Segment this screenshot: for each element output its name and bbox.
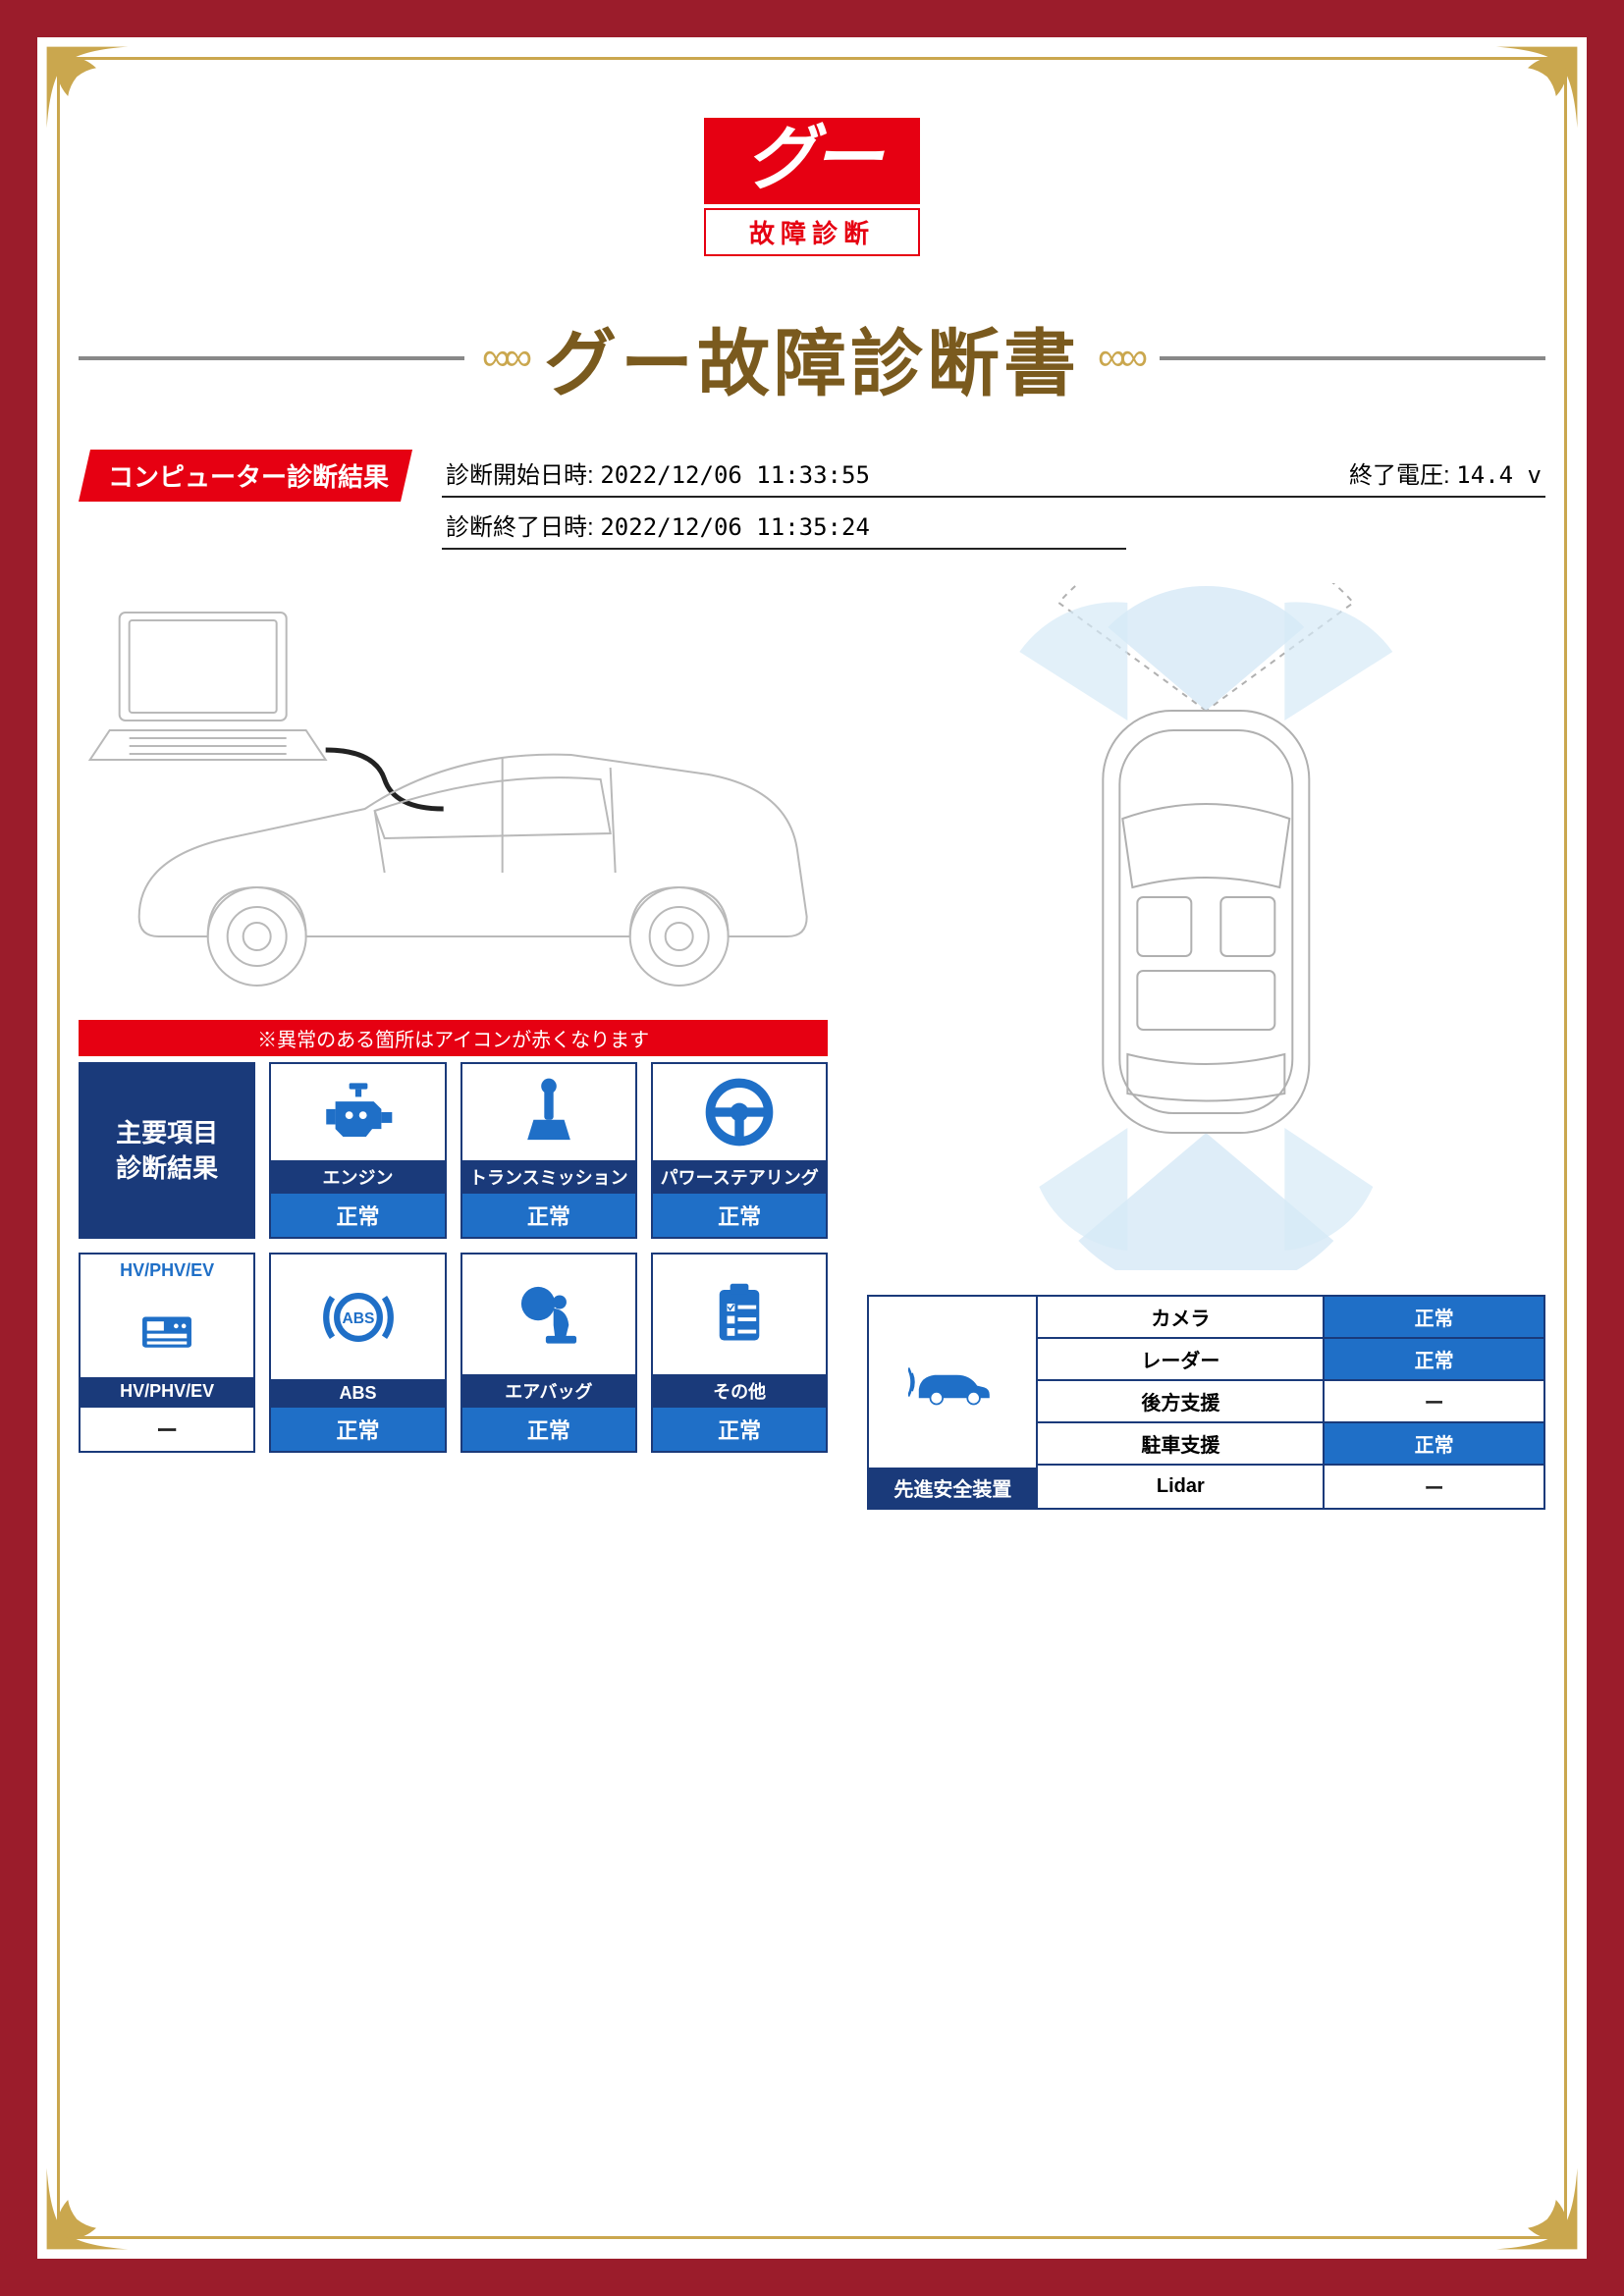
status-label: エンジン xyxy=(271,1160,444,1194)
logo-main: グー xyxy=(704,118,920,204)
status-item-power_steering: パワーステアリング正常 xyxy=(651,1062,828,1239)
abs-icon: ABS xyxy=(271,1255,444,1379)
status-label: パワーステアリング xyxy=(653,1160,826,1194)
safety-header: 先進安全装置 xyxy=(869,1468,1036,1508)
safety-row-value: ー xyxy=(1323,1466,1543,1508)
voltage-value: 14.4 v xyxy=(1456,461,1542,489)
status-note: ※異常のある箇所はアイコンが赤くなります xyxy=(79,1020,828,1056)
safety-row-value: 正常 xyxy=(1323,1339,1543,1381)
status-value: 正常 xyxy=(462,1194,635,1237)
document-title-row: ∞∞ グー故障診断書 ∞∞ xyxy=(79,305,1545,410)
title-ornament-icon: ∞∞ xyxy=(482,336,526,380)
safety-row-label: レーダー xyxy=(1036,1339,1323,1381)
status-section: ※異常のある箇所はアイコンが赤くなります 主要項目診断結果エンジン正常トランスミ… xyxy=(79,1020,828,1453)
svg-text:ABS: ABS xyxy=(342,1310,374,1327)
section-banner: コンピューター診断結果 xyxy=(79,450,412,502)
end-value: 2022/12/06 11:35:24 xyxy=(600,513,870,541)
status-item-transmission: トランスミッション正常 xyxy=(460,1062,637,1239)
car-top-diagram-icon xyxy=(867,583,1545,1270)
other-icon xyxy=(653,1255,826,1374)
status-item-engine: エンジン正常 xyxy=(269,1062,446,1239)
status-label: その他 xyxy=(653,1374,826,1408)
status-item-abs: ABSABS正常 xyxy=(269,1253,446,1453)
status-value: 正常 xyxy=(271,1408,444,1451)
safety-row-label: Lidar xyxy=(1036,1466,1323,1508)
status-top-label: HV/PHV/EV xyxy=(81,1255,253,1281)
start-label: 診断開始日時: xyxy=(446,462,594,489)
status-value: 正常 xyxy=(271,1194,444,1237)
transmission-icon xyxy=(462,1064,635,1160)
safety-row-label: 駐車支援 xyxy=(1036,1423,1323,1466)
status-label: HV/PHV/EV xyxy=(81,1377,253,1406)
status-label: ABS xyxy=(271,1379,444,1408)
status-label: エアバッグ xyxy=(462,1374,635,1408)
diagnostic-header: コンピューター診断結果 診断開始日時: 2022/12/06 11:33:55 … xyxy=(79,450,1545,554)
safety-table: 先進安全装置 カメラ正常レーダー正常後方支援ー駐車支援正常Lidarー xyxy=(867,1295,1545,1510)
safety-row-value: 正常 xyxy=(1323,1297,1543,1339)
title-ornament-icon: ∞∞ xyxy=(1098,336,1142,380)
safety-row-value: 正常 xyxy=(1323,1423,1543,1466)
start-value: 2022/12/06 11:33:55 xyxy=(600,461,870,489)
safety-car-icon xyxy=(869,1297,1036,1468)
document-title: グー故障診断書 xyxy=(544,305,1080,410)
status-value: ー xyxy=(81,1406,253,1451)
title-rule xyxy=(79,356,464,360)
voltage-label: 終了電圧: xyxy=(1349,462,1450,489)
end-label: 診断終了日時: xyxy=(446,514,594,541)
status-item-airbag: エアバッグ正常 xyxy=(460,1253,637,1453)
car-side-diagram-icon xyxy=(79,583,828,995)
hv-icon xyxy=(81,1281,253,1377)
title-rule xyxy=(1160,356,1545,360)
safety-row-label: 後方支援 xyxy=(1036,1381,1323,1423)
status-item-hv: HV/PHV/EVHV/PHV/EVー xyxy=(79,1253,255,1453)
status-value: 正常 xyxy=(653,1194,826,1237)
logo: グー 故障診断 xyxy=(704,118,920,256)
safety-row-value: ー xyxy=(1323,1381,1543,1423)
power_steering-icon xyxy=(653,1064,826,1160)
status-grid-header: 主要項目診断結果 xyxy=(79,1062,255,1239)
status-item-other: その他正常 xyxy=(651,1253,828,1453)
status-value: 正常 xyxy=(653,1408,826,1451)
status-label: トランスミッション xyxy=(462,1160,635,1194)
status-value: 正常 xyxy=(462,1408,635,1451)
engine-icon xyxy=(271,1064,444,1160)
safety-row-label: カメラ xyxy=(1036,1297,1323,1339)
airbag-icon xyxy=(462,1255,635,1374)
logo-sub: 故障診断 xyxy=(704,208,920,256)
